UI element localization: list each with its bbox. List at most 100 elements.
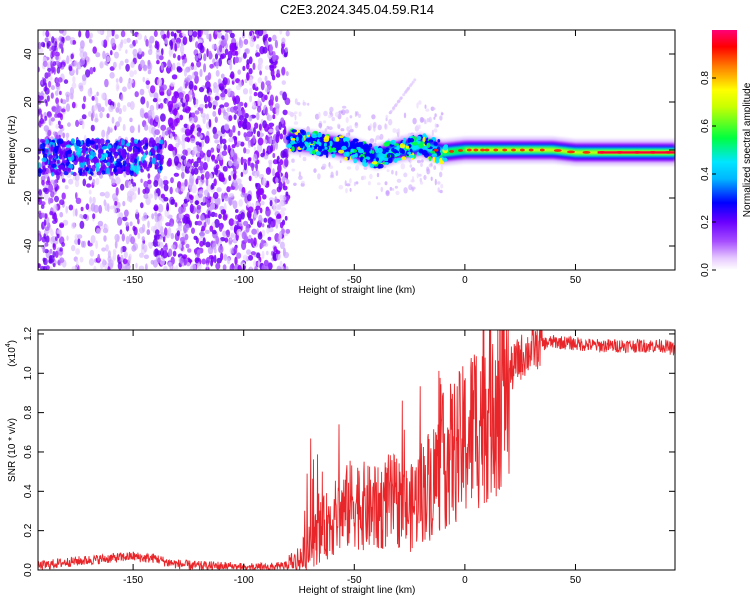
ridge-mark xyxy=(431,153,438,158)
speckle-mark xyxy=(47,129,52,137)
speckle-mark xyxy=(170,40,174,50)
speckle-mark xyxy=(264,75,268,82)
speckle-mark xyxy=(203,189,209,197)
speckle-mark xyxy=(265,207,271,217)
speckle-mark xyxy=(307,102,310,106)
speckle-mark xyxy=(124,209,129,217)
speckle-mark xyxy=(181,54,185,61)
speckle-mark xyxy=(405,89,409,92)
speckle-mark xyxy=(187,181,191,190)
speckle-mark xyxy=(440,183,444,189)
y-tick-label: 0.0 xyxy=(23,563,34,577)
speckle-mark xyxy=(430,176,433,181)
speckle-mark xyxy=(233,105,239,111)
speckle-mark xyxy=(52,220,57,224)
speckle-mark xyxy=(48,197,51,205)
ridge-mark xyxy=(159,165,163,171)
speckle-mark xyxy=(154,248,159,258)
speckle-mark xyxy=(54,195,59,203)
speckle-mark xyxy=(252,153,258,162)
speckle-mark xyxy=(161,48,164,56)
speckle-mark xyxy=(155,115,160,123)
ridge-mark xyxy=(363,143,369,150)
speckle-mark xyxy=(197,30,202,37)
speckle-mark xyxy=(416,172,419,179)
speckle-mark xyxy=(38,197,42,205)
speckle-mark xyxy=(55,123,60,130)
speckle-mark xyxy=(214,139,220,144)
speckle-mark xyxy=(194,74,199,84)
speckle-mark xyxy=(200,201,207,206)
speckle-mark xyxy=(274,196,278,205)
snr-multiplier: (x104) xyxy=(5,340,18,367)
speckle-mark xyxy=(85,30,90,39)
speckle-mark xyxy=(167,227,172,236)
speckle-mark xyxy=(328,114,332,119)
speckle-mark xyxy=(178,244,182,249)
speckle-mark xyxy=(193,126,198,136)
speckle-mark xyxy=(191,227,195,234)
ridge-mark xyxy=(343,137,350,143)
speckle-mark xyxy=(203,221,207,228)
speckle-mark xyxy=(284,215,288,221)
ridge-mark xyxy=(56,159,60,164)
speckle-mark xyxy=(248,175,252,182)
speckle-mark xyxy=(403,112,407,119)
ridge-mark xyxy=(416,135,422,141)
speckle-mark xyxy=(52,250,56,258)
speckle-mark xyxy=(212,191,219,200)
ridge-mark xyxy=(146,166,150,172)
speckle-mark xyxy=(183,68,188,77)
ridge-mark xyxy=(371,150,375,154)
speckle-mark xyxy=(104,191,110,199)
speckle-mark xyxy=(259,207,263,214)
ridge-mark xyxy=(80,155,85,163)
snr-multiplier-exp: 4 xyxy=(5,343,12,347)
speckle-mark xyxy=(428,116,432,123)
speckle-mark xyxy=(399,96,403,100)
speckle-mark xyxy=(189,203,194,214)
speckle-mark xyxy=(239,115,244,121)
speckle-mark xyxy=(256,170,260,177)
speckle-mark xyxy=(180,155,187,160)
ridge-mark xyxy=(442,145,449,151)
speckle-mark xyxy=(125,63,130,72)
speckle-mark xyxy=(169,81,176,87)
speckle-mark xyxy=(226,186,231,193)
ridge-hotspot xyxy=(458,149,463,152)
speckle-mark xyxy=(219,44,223,53)
ridge-mark xyxy=(61,143,65,148)
ridge-hotspot xyxy=(553,149,562,152)
ridge-hotspot xyxy=(480,148,485,152)
speckle-mark xyxy=(209,225,214,232)
speckle-mark xyxy=(270,220,274,228)
ridge-mark xyxy=(53,153,56,159)
speckle-mark xyxy=(200,174,205,180)
ridge-mark xyxy=(299,143,304,149)
speckle-mark xyxy=(134,91,139,98)
speckle-mark xyxy=(101,247,106,252)
speckle-mark xyxy=(147,179,152,185)
ridge-mark xyxy=(101,170,106,175)
speckle-mark xyxy=(334,111,340,118)
speckle-mark xyxy=(323,120,327,124)
speckle-mark xyxy=(217,197,221,205)
speckle-mark xyxy=(129,43,134,49)
ridge-mark xyxy=(323,142,327,147)
speckle-mark xyxy=(61,178,66,183)
speckle-mark xyxy=(202,196,206,204)
speckle-mark xyxy=(228,193,235,198)
speckle-mark xyxy=(205,177,209,187)
speckle-mark xyxy=(154,215,160,223)
speckle-mark xyxy=(177,222,183,229)
speckle-mark xyxy=(62,219,69,226)
colorbar-label: Normalized spectral amplitude xyxy=(742,82,750,217)
speckle-mark xyxy=(176,102,182,108)
speckle-mark xyxy=(389,186,393,191)
speckle-mark xyxy=(433,165,437,170)
speckle-mark xyxy=(220,73,225,79)
speckle-mark xyxy=(172,62,176,71)
speckle-mark xyxy=(205,257,211,264)
speckle-mark xyxy=(268,128,274,133)
speckle-mark xyxy=(75,197,82,204)
